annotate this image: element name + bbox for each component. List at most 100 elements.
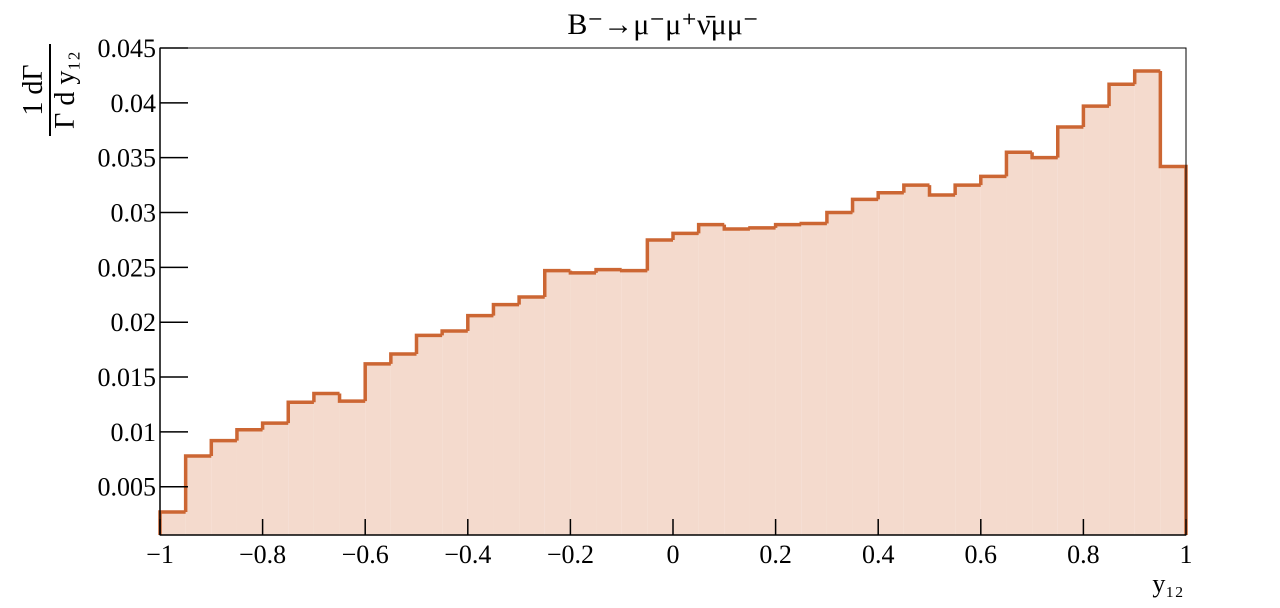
bar bbox=[878, 192, 904, 535]
bar bbox=[185, 456, 212, 535]
y-tick-label: 0.04 bbox=[111, 89, 157, 118]
bar-outline bbox=[286, 400, 314, 424]
bar bbox=[647, 239, 673, 536]
bar bbox=[570, 272, 597, 535]
x-tick-label: 0 bbox=[667, 540, 680, 569]
y-tick-label: 0.045 bbox=[98, 34, 157, 63]
x-axis-label: y₁₂ bbox=[1152, 569, 1183, 598]
bar-outline bbox=[953, 183, 981, 195]
bar bbox=[390, 354, 417, 535]
bar bbox=[1032, 157, 1058, 535]
bar-outline bbox=[209, 438, 237, 457]
x-tick-label: −1 bbox=[146, 540, 174, 569]
bar bbox=[980, 176, 1007, 535]
bar-outline bbox=[1056, 125, 1084, 158]
bar bbox=[519, 296, 545, 535]
bar bbox=[826, 212, 853, 535]
bar-outline bbox=[876, 191, 904, 200]
bar-outline bbox=[696, 222, 725, 234]
bar-outline bbox=[979, 174, 1007, 186]
bar bbox=[416, 335, 443, 535]
bar bbox=[775, 224, 802, 535]
y-tick-label: 0.03 bbox=[111, 199, 157, 228]
bar bbox=[262, 423, 289, 535]
bar-outline bbox=[568, 270, 597, 275]
bar bbox=[1006, 152, 1033, 536]
bar-outline bbox=[619, 268, 648, 273]
y-tick-label: 0.005 bbox=[98, 473, 157, 502]
bar-outline bbox=[235, 427, 263, 441]
bar-outline bbox=[773, 222, 802, 228]
bar bbox=[493, 304, 520, 535]
x-tick-label: −0.4 bbox=[444, 540, 491, 569]
bar bbox=[236, 429, 263, 535]
bar-outline bbox=[1132, 69, 1161, 85]
bar-outline bbox=[183, 454, 212, 512]
bar bbox=[673, 233, 699, 535]
chart-title: B⁻→μ⁻μ⁺ν̄μμ⁻ bbox=[567, 8, 758, 41]
y-tick-label: 0.025 bbox=[98, 253, 157, 282]
bar-outline bbox=[466, 313, 494, 331]
y-tick-label: 0.015 bbox=[98, 363, 157, 392]
bar bbox=[1057, 126, 1084, 536]
y-label-numerator: 1 dΓ bbox=[18, 64, 49, 115]
bar-outline bbox=[337, 393, 366, 403]
x-tick-label: 0.8 bbox=[1067, 540, 1100, 569]
y-axis-label: 1 dΓ Γ d y₁₂ bbox=[18, 44, 81, 136]
bar-outline bbox=[312, 391, 340, 403]
bar-outline bbox=[645, 238, 673, 271]
bar bbox=[1160, 166, 1186, 535]
bar-outline bbox=[671, 231, 699, 240]
bar bbox=[596, 269, 622, 535]
x-tick-label: −0.8 bbox=[239, 540, 286, 569]
bar bbox=[929, 194, 956, 535]
bar-outline bbox=[389, 352, 417, 364]
bar bbox=[544, 270, 571, 535]
bar-outline bbox=[543, 268, 571, 297]
bar-outline bbox=[748, 226, 776, 230]
bar-outline bbox=[260, 421, 289, 430]
bar-outline bbox=[1081, 104, 1110, 127]
x-tick-label: 0.2 bbox=[759, 540, 792, 569]
bar bbox=[801, 223, 827, 536]
bar-outline bbox=[799, 221, 827, 226]
bar bbox=[467, 315, 494, 535]
bar bbox=[211, 440, 237, 535]
bar bbox=[955, 185, 981, 536]
bar-outline bbox=[440, 329, 468, 336]
bar-outline bbox=[363, 362, 391, 402]
bar bbox=[621, 270, 648, 535]
bar-outline bbox=[825, 210, 853, 224]
bar bbox=[1134, 71, 1161, 535]
bar-outline bbox=[722, 224, 750, 231]
bar bbox=[749, 227, 776, 536]
x-tick-label: 1 bbox=[1180, 540, 1193, 569]
bar bbox=[160, 511, 186, 535]
bar bbox=[903, 185, 930, 536]
y-tick-label: 0.02 bbox=[111, 308, 157, 337]
bar bbox=[288, 402, 314, 535]
x-tick-label: −0.2 bbox=[547, 540, 594, 569]
bar-outline bbox=[902, 183, 930, 193]
x-tick-label: 0.4 bbox=[862, 540, 895, 569]
bar bbox=[313, 393, 340, 535]
bar bbox=[698, 224, 725, 535]
bar-outline bbox=[850, 197, 879, 213]
bar bbox=[442, 330, 468, 535]
bar-outline bbox=[1107, 82, 1135, 107]
bar-outline bbox=[594, 267, 622, 273]
bar bbox=[724, 228, 750, 535]
bar-outline bbox=[491, 302, 520, 316]
y-tick-label: 0.035 bbox=[98, 144, 157, 173]
bar bbox=[365, 363, 391, 535]
x-tick-label: 0.6 bbox=[965, 540, 998, 569]
bar-outline bbox=[1030, 152, 1058, 160]
bar-outline bbox=[927, 185, 956, 197]
bar bbox=[1109, 84, 1135, 535]
y-label-denominator: Γ d y₁₂ bbox=[50, 51, 81, 129]
y-tick-label: 0.01 bbox=[111, 418, 157, 447]
x-tick-label: −0.6 bbox=[342, 540, 389, 569]
bar-outline bbox=[1004, 150, 1033, 177]
bar bbox=[852, 199, 879, 535]
